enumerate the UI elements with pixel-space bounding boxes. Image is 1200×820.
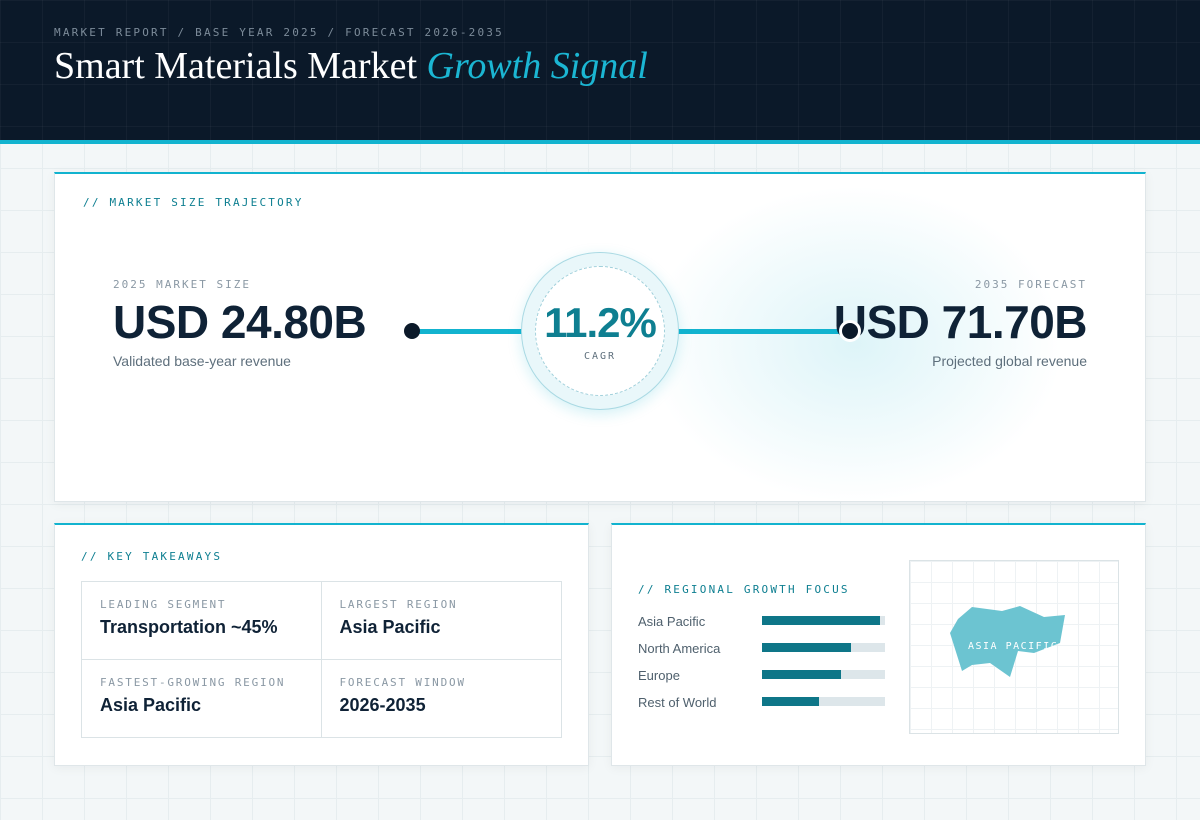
region-bar-fill xyxy=(762,616,881,625)
cagr-badge: 11.2% CAGR xyxy=(521,252,679,410)
page-title-accent: Growth Signal xyxy=(426,45,648,87)
region-map: ASIA PACIFIC xyxy=(909,560,1119,734)
takeaway-leading-segment: LEADING SEGMENT Transportation ~45% xyxy=(82,582,322,660)
forecast-label: 2035 FORECAST xyxy=(974,278,1087,291)
cagr-inner-circle: 11.2% CAGR xyxy=(535,266,665,396)
cagr-label: CAGR xyxy=(583,351,617,362)
breadcrumb: MARKET REPORT / BASE YEAR 2025 / FORECAS… xyxy=(54,26,504,39)
trajectory-section-label: // MARKET SIZE TRAJECTORY xyxy=(83,196,304,209)
takeaway-value: 2026-2035 xyxy=(339,694,426,715)
takeaway-label: LARGEST REGION xyxy=(339,598,458,611)
base-year-value: USD 24.80B xyxy=(113,296,367,348)
regional-growth-card: // REGIONAL GROWTH FOCUS Asia Pacific No… xyxy=(611,523,1146,766)
trajectory-line-left xyxy=(412,329,524,334)
trajectory-start-dot xyxy=(404,323,420,339)
market-size-trajectory-card: // MARKET SIZE TRAJECTORY 2025 MARKET SI… xyxy=(54,172,1146,502)
regional-section-label: // REGIONAL GROWTH FOCUS xyxy=(638,583,850,596)
trajectory-line-right xyxy=(675,329,850,334)
takeaway-fastest-growing-region: FASTEST-GROWING REGION Asia Pacific xyxy=(82,659,322,737)
region-name: Europe xyxy=(638,668,680,683)
region-name: Rest of World xyxy=(638,695,717,710)
takeaway-label: FORECAST WINDOW xyxy=(339,675,466,689)
takeaways-section-label: // KEY TAKEAWAYS xyxy=(81,550,223,563)
region-bar-track xyxy=(762,697,885,706)
takeaway-label: FASTEST-GROWING REGION xyxy=(100,675,286,689)
takeaway-value: Asia Pacific xyxy=(100,694,202,715)
forecast-glow xyxy=(645,184,1065,501)
region-bar-fill xyxy=(762,697,819,706)
map-region-label: ASIA PACIFIC xyxy=(968,641,1059,652)
takeaway-label: LEADING SEGMENT xyxy=(100,598,227,611)
base-year-label: 2025 MARKET SIZE xyxy=(113,278,251,291)
page-title-main: Smart Materials Market xyxy=(54,45,418,87)
trajectory-end-dot xyxy=(842,323,858,339)
region-bar-track xyxy=(762,670,885,679)
takeaway-largest-region: LARGEST REGION Asia Pacific xyxy=(321,582,561,660)
region-bar-fill xyxy=(762,643,851,652)
takeaway-value: Transportation ~45% xyxy=(100,617,278,637)
forecast-caption: Projected global revenue xyxy=(932,353,1087,369)
region-bar-fill xyxy=(762,670,841,679)
region-name: Asia Pacific xyxy=(638,614,706,629)
takeaway-forecast-window: FORECAST WINDOW 2026-2035 xyxy=(322,660,562,738)
cagr-value: 11.2% xyxy=(544,299,657,346)
asia-pacific-map-shape xyxy=(950,606,1065,677)
region-bar-track xyxy=(762,643,885,652)
key-takeaways-card: // KEY TAKEAWAYS LEADING SEGMENT Transpo… xyxy=(54,523,589,766)
base-year-caption: Validated base-year revenue xyxy=(113,353,291,369)
forecast-block: 2035 FORECAST USD 71.70B Projected globa… xyxy=(833,278,1088,369)
report-header: MARKET REPORT / BASE YEAR 2025 / FORECAS… xyxy=(0,0,1200,144)
forecast-value: USD 71.70B xyxy=(833,296,1088,348)
takeaway-value: Asia Pacific xyxy=(339,617,441,637)
takeaways-grid: LEADING SEGMENT Transportation ~45% LARG… xyxy=(81,581,562,738)
base-year-block: 2025 MARKET SIZE USD 24.80B Validated ba… xyxy=(113,278,367,369)
page-title: Smart Materials Market Growth Signal xyxy=(54,44,648,88)
region-bar-track xyxy=(762,616,885,625)
region-name: North America xyxy=(638,641,721,656)
